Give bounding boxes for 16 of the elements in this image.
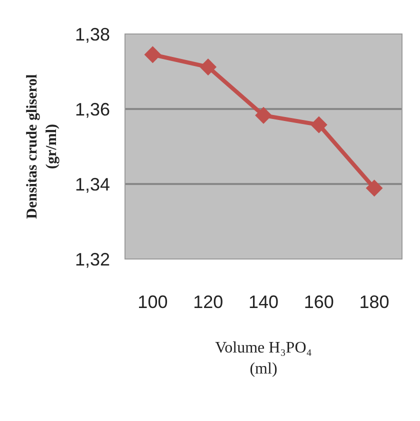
x-tick-label: 100: [138, 292, 168, 312]
x-axis-title: Volume H₃PO₄ (ml): [215, 340, 312, 378]
y-tick-label: 1,34: [74, 174, 110, 194]
point: [200, 58, 217, 76]
point: [310, 116, 328, 134]
x-tick-label: 160: [304, 292, 334, 312]
y-tick-label: 1,38: [74, 24, 110, 44]
x-tick-label: 180: [359, 292, 390, 312]
x-tick-label: 120: [193, 292, 224, 312]
point: [144, 46, 162, 64]
y-tick-label: 1,32: [74, 249, 110, 270]
point: [255, 106, 272, 124]
y-tick-label: 1,36: [74, 99, 110, 120]
x-tick-label: 140: [248, 292, 279, 312]
point: [366, 180, 383, 197]
y-axis-title: Densitas crude gliserol (gr/ml): [24, 74, 60, 219]
